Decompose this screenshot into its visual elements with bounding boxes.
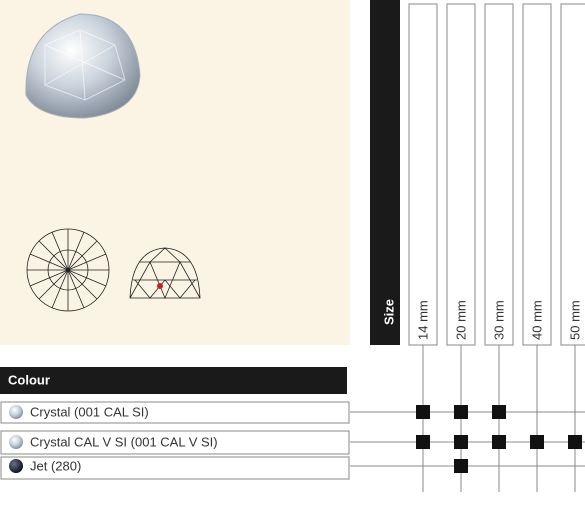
size-label: 20 mm	[453, 300, 468, 340]
size-column	[560, 3, 585, 346]
size-label: 14 mm	[415, 300, 430, 340]
size-header-bar	[370, 0, 400, 345]
colour-name: Jet (280)	[30, 458, 81, 473]
side-view-drawing	[129, 247, 201, 300]
colour-header-bar	[0, 367, 347, 394]
colour-row	[0, 430, 350, 455]
colour-row	[0, 456, 350, 480]
colour-swatch	[9, 435, 23, 449]
size-column	[522, 3, 552, 346]
colour-swatch	[9, 405, 23, 419]
availability-marker	[492, 435, 506, 449]
availability-marker	[530, 435, 544, 449]
gem-photo	[25, 13, 141, 119]
colour-swatch	[9, 459, 23, 473]
size-column	[408, 3, 438, 346]
availability-marker	[454, 459, 468, 473]
size-label: 50 mm	[567, 300, 582, 340]
size-label: 40 mm	[529, 300, 544, 340]
availability-marker	[568, 435, 582, 449]
availability-marker	[454, 435, 468, 449]
size-header: Size	[381, 299, 396, 325]
colour-name: Crystal (001 CAL SI)	[30, 404, 149, 419]
colour-header: Colour	[8, 372, 50, 387]
availability-marker	[492, 405, 506, 419]
availability-marker	[454, 405, 468, 419]
colour-name: Crystal CAL V SI (001 CAL V SI)	[30, 434, 218, 449]
size-column	[484, 3, 514, 346]
availability-marker	[416, 405, 430, 419]
top-view-drawing	[26, 228, 110, 312]
size-column	[446, 3, 476, 346]
availability-marker	[416, 435, 430, 449]
colour-row	[0, 401, 350, 424]
size-label: 30 mm	[491, 300, 506, 340]
